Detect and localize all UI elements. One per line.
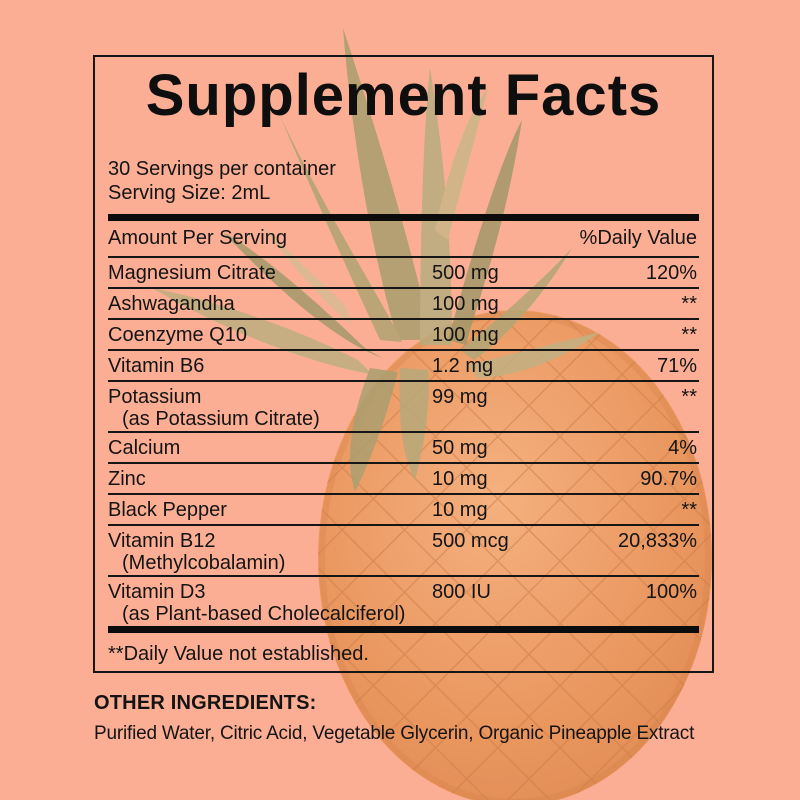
nutrient-amount: 100 mg xyxy=(432,324,499,346)
serving-size: Serving Size: 2mL xyxy=(108,182,271,204)
nutrient-daily-value: 120% xyxy=(645,262,697,284)
header-amount-per-serving: Amount Per Serving xyxy=(108,227,287,249)
nutrient-daily-value: 4% xyxy=(668,437,697,459)
nutrient-name: Vitamin B12 xyxy=(108,530,216,552)
nutrient-amount: 100 mg xyxy=(432,293,499,315)
other-ingredients-section: OTHER INGREDIENTS: Purified Water, Citri… xyxy=(94,692,774,745)
divider-thick-top xyxy=(108,214,699,221)
nutrient-table: Magnesium Citrate 500 mg 120% Ashwagandha 10… xyxy=(108,258,699,626)
nutrient-name: Magnesium Citrate xyxy=(108,262,276,284)
nutrient-row: Magnesium Citrate 500 mg 120% xyxy=(108,258,699,289)
nutrient-subtext: (as Potassium Citrate) xyxy=(122,408,320,430)
nutrient-daily-value: ** xyxy=(681,324,697,346)
nutrient-amount: 10 mg xyxy=(432,468,488,490)
nutrient-name: Zinc xyxy=(108,468,146,490)
nutrient-row: Calcium 50 mg 4% xyxy=(108,433,699,464)
panel-title: Supplement Facts xyxy=(145,63,662,128)
nutrient-amount: 500 mcg xyxy=(432,530,509,552)
nutrient-row: Coenzyme Q10 100 mg ** xyxy=(108,320,699,351)
nutrient-row: Vitamin B12 500 mcg 20,833% (Methylcobalami… xyxy=(108,526,699,577)
nutrient-amount: 800 IU xyxy=(432,581,491,603)
nutrient-row: Zinc 10 mg 90.7% xyxy=(108,464,699,495)
nutrient-row: Potassium 99 mg ** (as Potassium Citrate) xyxy=(108,382,699,433)
servings-per-container: 30 Servings per container xyxy=(108,158,336,180)
nutrient-subtext: (as Plant-based Cholecalciferol) xyxy=(122,603,406,625)
nutrient-daily-value: 71% xyxy=(656,355,697,377)
nutrient-amount: 1.2 mg xyxy=(432,355,494,377)
daily-value-footnote: **Daily Value not established. xyxy=(108,643,369,665)
other-ingredients-heading: OTHER INGREDIENTS: xyxy=(94,692,317,714)
supplement-facts-panel: Supplement Facts 30 Servings per contain… xyxy=(93,55,714,673)
nutrient-name: Potassium xyxy=(108,386,202,408)
divider-thick-bottom xyxy=(108,626,699,633)
nutrient-daily-value: 100% xyxy=(645,581,697,603)
nutrient-daily-value: ** xyxy=(681,293,697,315)
header-daily-value: %Daily Value xyxy=(579,227,697,249)
nutrient-row: Black Pepper 10 mg ** xyxy=(108,495,699,526)
nutrient-name: Black Pepper xyxy=(108,499,227,521)
nutrient-daily-value: ** xyxy=(681,499,697,521)
nutrient-amount: 50 mg xyxy=(432,437,488,459)
table-header-row: Amount Per Serving %Daily Value xyxy=(108,221,699,258)
nutrient-daily-value: 20,833% xyxy=(618,530,697,552)
nutrient-amount: 99 mg xyxy=(432,386,488,408)
nutrient-amount: 500 mg xyxy=(432,262,499,284)
nutrient-daily-value: ** xyxy=(681,386,697,408)
nutrient-name: Calcium xyxy=(108,437,181,459)
nutrient-amount: 10 mg xyxy=(432,499,488,521)
nutrient-row: Vitamin B6 1.2 mg 71% xyxy=(108,351,699,382)
nutrient-row: Vitamin D3 800 IU 100% (as Plant-based Chol… xyxy=(108,577,699,626)
nutrient-name: Coenzyme Q10 xyxy=(108,324,247,346)
nutrient-subtext: (Methylcobalamin) xyxy=(122,552,286,574)
nutrient-name: Vitamin B6 xyxy=(108,355,205,377)
nutrient-name: Vitamin D3 xyxy=(108,581,206,603)
nutrient-name: Ashwagandha xyxy=(108,293,235,315)
nutrient-daily-value: 90.7% xyxy=(640,468,697,490)
other-ingredients-list: Purified Water, Citric Acid, Vegetable G… xyxy=(94,723,695,744)
nutrient-row: Ashwagandha 100 mg ** xyxy=(108,289,699,320)
